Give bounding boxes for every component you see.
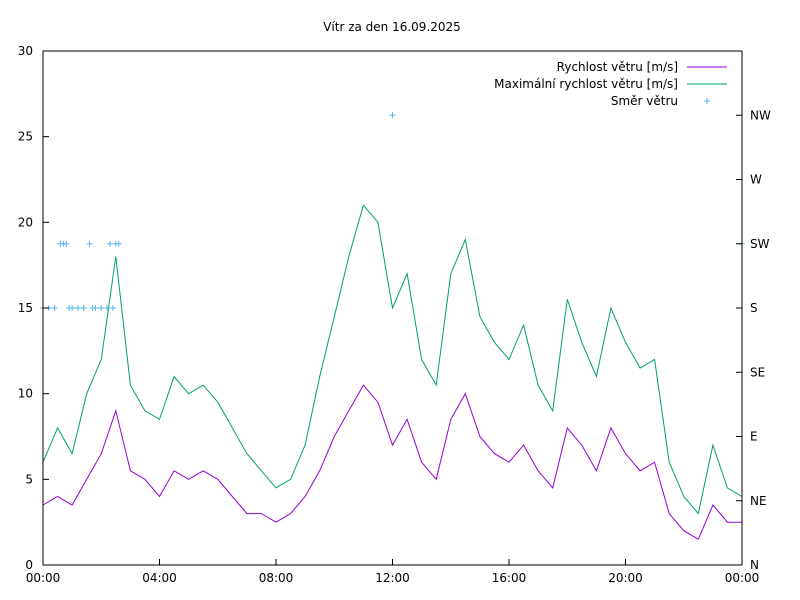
chart-title: Vítr za den 16.09.2025 <box>323 20 461 34</box>
y2-tick-label: E <box>750 430 758 444</box>
series-line <box>42 204 743 515</box>
y2-tick-label: S <box>750 301 758 315</box>
direction-point <box>69 305 76 311</box>
direction-point <box>104 305 111 311</box>
direction-point <box>115 240 122 247</box>
direction-point <box>80 305 87 311</box>
axes: 0 5 10 15 20 25 30 N NE E SE S SW W NW 00:00 04:00 08:00 1… <box>18 44 771 585</box>
direction-point <box>92 305 99 311</box>
series-2 <box>40 112 745 311</box>
y-tick-label: 5 <box>25 472 33 486</box>
legend-label: Rychlost větru [m/s] <box>557 60 678 74</box>
y-tick-label: 20 <box>18 215 33 229</box>
y2-tick-label: SE <box>750 365 765 379</box>
x-tick-label: 00:00 <box>725 571 760 585</box>
x-tick-label: 16:00 <box>492 571 527 585</box>
x-tick-label: 20:00 <box>608 571 643 585</box>
x-tick-label: 08:00 <box>259 571 294 585</box>
series-1 <box>42 204 743 515</box>
series-line <box>42 384 742 541</box>
direction-point <box>63 240 70 247</box>
x-tick-label: 12:00 <box>375 571 410 585</box>
direction-point <box>389 112 396 119</box>
y-tick-label: 30 <box>18 44 33 58</box>
y2-tick-label: SW <box>750 237 770 251</box>
y2-tick-label: NE <box>750 494 767 508</box>
y-tick-label: 0 <box>25 558 33 572</box>
direction-point <box>86 240 93 247</box>
series-0 <box>42 384 742 541</box>
x-tick-label: 00:00 <box>26 571 61 585</box>
legend: Rychlost větru [m/s] Maximální rychlost v… <box>494 60 727 108</box>
legend-label: Maximální rychlost větru [m/s] <box>494 77 678 91</box>
y-tick-label: 25 <box>18 130 33 144</box>
direction-point <box>109 305 116 311</box>
y2-tick-label: NW <box>750 108 771 122</box>
legend-swatch <box>704 98 710 104</box>
x-tick-label: 04:00 <box>142 571 177 585</box>
direction-point <box>106 240 113 247</box>
direction-point <box>51 305 58 311</box>
y2-tick-label: W <box>750 173 762 187</box>
legend-label: Směr větru <box>611 94 678 108</box>
plot-area <box>40 112 745 541</box>
y-tick-label: 10 <box>18 387 33 401</box>
direction-point <box>74 305 81 311</box>
y-tick-label: 15 <box>18 301 33 315</box>
y2-tick-label: N <box>750 558 759 572</box>
direction-point <box>98 305 105 311</box>
